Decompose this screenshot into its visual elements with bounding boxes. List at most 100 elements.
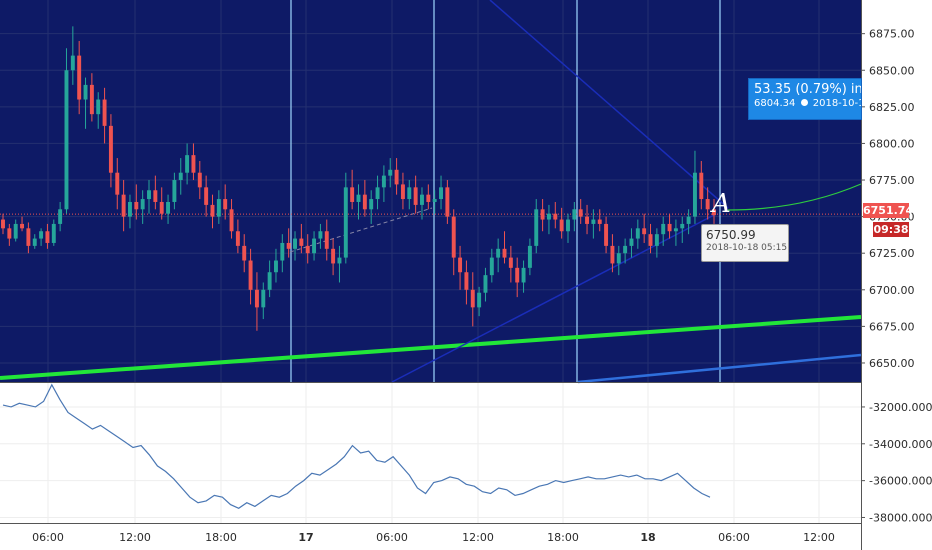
candle-58 (369, 190, 374, 224)
blue-curve[interactable] (577, 353, 862, 384)
candle-body-34 (216, 199, 221, 217)
candle-body-76 (483, 275, 488, 293)
candle-104 (661, 216, 666, 246)
candle-32 (204, 175, 209, 217)
candle-body-15 (96, 99, 101, 115)
candle-body-13 (83, 84, 88, 100)
candle-body-8 (51, 223, 56, 243)
candle-body-74 (470, 289, 475, 308)
candle-body-59 (375, 187, 380, 200)
pitchfork-line-lower[interactable] (391, 213, 717, 383)
candle-body-105 (667, 223, 672, 232)
pitchfork-line-upper[interactable] (489, 0, 729, 209)
candle-30 (191, 143, 196, 181)
candle-34 (216, 190, 221, 224)
candle-body-28 (178, 172, 183, 181)
candle-8 (51, 219, 56, 246)
projection-curve[interactable] (727, 183, 862, 211)
candle-56 (356, 184, 361, 220)
candle-body-51 (324, 231, 329, 249)
measure-detail: 6804.34 2018-10-18 (749, 97, 861, 109)
tooltip-datetime: 2018-10-18 05:15 (706, 243, 788, 253)
candle-body-9 (58, 209, 63, 224)
candle-body-109 (692, 172, 697, 217)
candle-52 (331, 238, 336, 276)
candle-body-94 (597, 219, 602, 224)
candle-body-40 (254, 289, 259, 308)
candle-21 (134, 184, 139, 220)
candle-2 (13, 219, 18, 242)
candle-63 (400, 172, 405, 210)
lower-pane-background (0, 383, 861, 523)
candle-body-22 (140, 199, 145, 210)
y-tick-label-8: 6850.00 (869, 64, 915, 77)
candle-body-78 (496, 248, 501, 258)
marker-letter[interactable]: A (710, 189, 731, 219)
x-tick-label-7: 18 (640, 531, 655, 544)
x-tick-label-1: 12:00 (119, 531, 151, 544)
candle-6 (39, 228, 44, 246)
lower-indicator (2, 383, 711, 509)
candle-19 (121, 180, 126, 232)
candle-body-100 (635, 228, 640, 239)
candle-36 (229, 199, 234, 239)
candle-82 (521, 260, 526, 293)
candle-7 (45, 223, 50, 249)
candle-107 (680, 216, 685, 243)
candle-body-80 (508, 257, 513, 268)
candle-66 (420, 187, 424, 220)
candle-86 (546, 204, 551, 235)
candle-81 (515, 257, 520, 298)
candle-44 (280, 234, 285, 273)
candle-43 (274, 248, 278, 283)
candle-body-101 (642, 228, 647, 235)
last-price-value: 6751.74 (863, 204, 914, 217)
candle-body-95 (604, 223, 609, 246)
candle-16 (102, 87, 107, 144)
candle-49 (312, 231, 317, 261)
candle-27 (172, 172, 177, 210)
candle-98 (623, 238, 628, 264)
candle-body-92 (585, 216, 590, 224)
candle-110 (699, 160, 704, 210)
candle-108 (686, 209, 691, 235)
candle-62 (394, 158, 399, 195)
candle-106 (673, 219, 678, 246)
candle-body-64 (407, 187, 412, 200)
candle-20 (127, 194, 132, 229)
candle-93 (591, 209, 596, 239)
candle-body-111 (705, 199, 710, 210)
candle-55 (350, 169, 355, 210)
candle-body-38 (242, 245, 247, 261)
session-lines (290, 0, 721, 382)
candle-45 (286, 228, 291, 258)
y-tick-label-6: 6800.00 (869, 137, 915, 150)
candle-40 (254, 272, 259, 331)
candle-26 (166, 194, 171, 224)
candle-96 (610, 234, 615, 273)
x-axis-labels: 06:00 12:00 18:00 17 06:00 12:00 18:00 18 06:00 1… (32, 531, 835, 544)
candle-10 (64, 48, 69, 214)
candle-body-18 (115, 172, 120, 195)
candle-22 (140, 190, 145, 224)
candle-33 (210, 194, 215, 229)
x-tick-label-3: 17 (298, 531, 313, 544)
candle-body-31 (197, 172, 202, 188)
candle-body-65 (413, 187, 418, 205)
candle-13 (83, 77, 88, 129)
candle-body-110 (699, 172, 704, 200)
candle-body-58 (369, 199, 374, 210)
candle-body-106 (673, 228, 678, 232)
candle-body-88 (559, 219, 564, 232)
measure-box[interactable]: 53.35 (0.79%) in 1 6804.34 2018-10-18 (748, 78, 862, 120)
measure-price: 6804.34 (754, 98, 796, 109)
candle-body-104 (661, 223, 666, 235)
lower-indicator-line (2, 383, 711, 509)
candle-body-62 (394, 169, 399, 185)
green-trendline[interactable] (0, 315, 862, 380)
candle-body-93 (591, 219, 596, 224)
candle-29 (185, 143, 190, 185)
